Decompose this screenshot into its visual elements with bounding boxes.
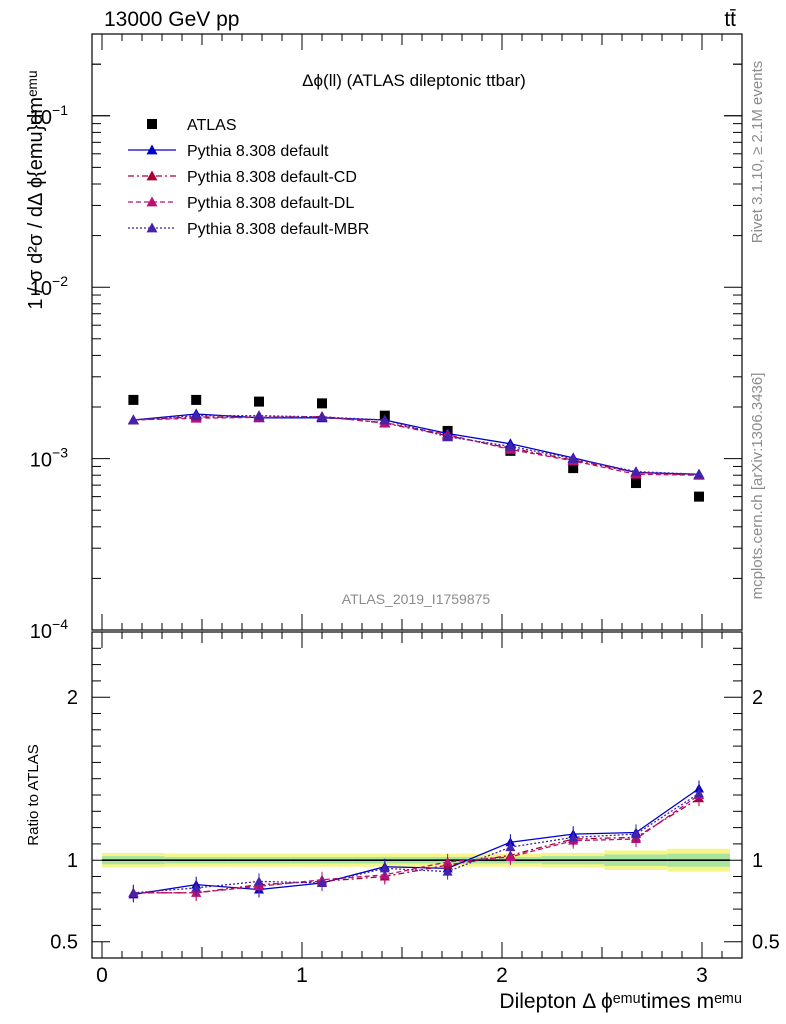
legend-label: Pythia 8.308 default-CD bbox=[187, 169, 357, 186]
ratio-point-3 bbox=[442, 866, 453, 876]
ratio-point-3 bbox=[128, 887, 139, 897]
main-y-tick-label: 10−4 bbox=[30, 616, 68, 643]
ratio-point-3 bbox=[505, 842, 516, 852]
ratio-line-3 bbox=[133, 792, 700, 894]
series-4-point bbox=[190, 410, 202, 421]
ratio-plot-frame bbox=[91, 631, 743, 959]
ratio-point-3 bbox=[254, 876, 264, 886]
main-y-axis-label: 1 / σ d²σ / dΔ ϕ{emu}dmᵉᵐᵘ bbox=[25, 70, 47, 309]
ratio-axis-ticks: 0 1 2 3 0.5 0.5 1 1 2 2 bbox=[50, 632, 780, 987]
series-4-point bbox=[567, 453, 579, 463]
atlas-data-point bbox=[631, 478, 641, 489]
legend-label: Pythia 8.308 default-DL bbox=[187, 195, 354, 212]
main-plot-frame bbox=[91, 33, 743, 631]
legend: ATLAS Pythia 8.308 default Pythia 8.308 de… bbox=[128, 117, 369, 238]
x-tick-label: 2 bbox=[496, 964, 508, 987]
legend-marker bbox=[146, 170, 158, 181]
ratio-line-2 bbox=[133, 794, 700, 894]
series-line-1 bbox=[133, 413, 700, 475]
series-4-point bbox=[693, 468, 705, 479]
ratio-y-tick-label-right: 1 bbox=[752, 850, 763, 872]
atlas-data-point bbox=[254, 396, 264, 407]
series-4-point bbox=[127, 414, 139, 425]
ratio-point-3 bbox=[568, 832, 579, 842]
header-right: tt̄ bbox=[724, 8, 736, 31]
analysis-watermark: ATLAS_2019_I1759875 bbox=[342, 591, 491, 607]
mcplots-label: mcplots.cern.ch [arXiv:1306.3436] bbox=[749, 373, 766, 600]
header-left: 13000 GeV pp bbox=[104, 8, 239, 31]
atlas-data-point bbox=[191, 394, 202, 405]
atlas-data-point bbox=[128, 394, 139, 405]
plot-title: Δϕ(ll) (ATLAS dileptonic ttbar) bbox=[302, 71, 526, 90]
main-y-tick-label: 10−3 bbox=[30, 445, 68, 472]
legend-marker bbox=[146, 222, 158, 233]
ratio-point-3 bbox=[317, 878, 327, 888]
atlas-data-point bbox=[694, 491, 704, 502]
legend-marker bbox=[146, 144, 158, 155]
x-tick-label: 0 bbox=[96, 964, 108, 987]
ratio-point-2 bbox=[442, 856, 453, 866]
legend-label: Pythia 8.308 default-MBR bbox=[187, 221, 369, 238]
ratio-point-3 bbox=[379, 863, 390, 873]
legend-label: ATLAS bbox=[187, 117, 237, 134]
series-line-2 bbox=[133, 415, 700, 476]
legend-marker-atlas bbox=[147, 119, 157, 129]
ratio-series-layer bbox=[128, 780, 704, 903]
ratio-point-3 bbox=[191, 882, 202, 892]
ratio-y-tick-label-right: 2 bbox=[752, 687, 763, 709]
ratio-line-0 bbox=[133, 787, 700, 896]
rivet-version-label: Rivet 3.1.10, ≥ 2.1M events bbox=[749, 61, 766, 244]
atlas-data-point bbox=[568, 463, 579, 474]
series-4-point bbox=[316, 411, 328, 422]
series-4-point bbox=[442, 431, 454, 442]
ratio-y-tick-label-right: 0.5 bbox=[752, 932, 780, 954]
main-axis-ticks: 10−1 10−2 10−3 10−4 bbox=[30, 33, 743, 643]
ratio-point-2 bbox=[505, 851, 516, 861]
main-series-layer bbox=[127, 394, 705, 502]
atlas-data-point bbox=[317, 398, 327, 409]
ratio-point-3 bbox=[694, 788, 704, 798]
x-tick-label: 1 bbox=[296, 964, 308, 987]
ratio-y-tick-label-left: 0.5 bbox=[50, 932, 78, 954]
series-4-point bbox=[630, 466, 642, 476]
ratio-y-tick-label-left: 1 bbox=[67, 850, 78, 872]
ratio-point-3 bbox=[631, 829, 641, 839]
ratio-line-1 bbox=[133, 797, 700, 894]
ratio-y-axis-label: Ratio to ATLAS bbox=[25, 744, 42, 845]
series-line-4 bbox=[133, 415, 700, 475]
legend-label: Pythia 8.308 default bbox=[187, 143, 329, 160]
series-4-point bbox=[253, 410, 265, 421]
x-tick-label: 3 bbox=[696, 964, 708, 987]
series-4-point bbox=[379, 414, 391, 425]
ratio-y-tick-label-left: 2 bbox=[67, 687, 78, 709]
series-4-point bbox=[504, 440, 516, 451]
x-axis-label: Dilepton Δ ϕᵉᵐᵘtimes mᵉᵐᵘ bbox=[499, 990, 742, 1013]
legend-marker bbox=[146, 196, 158, 207]
main-y-tick-label: 10−1 bbox=[30, 102, 68, 129]
main-y-tick-label: 10−2 bbox=[30, 273, 68, 300]
